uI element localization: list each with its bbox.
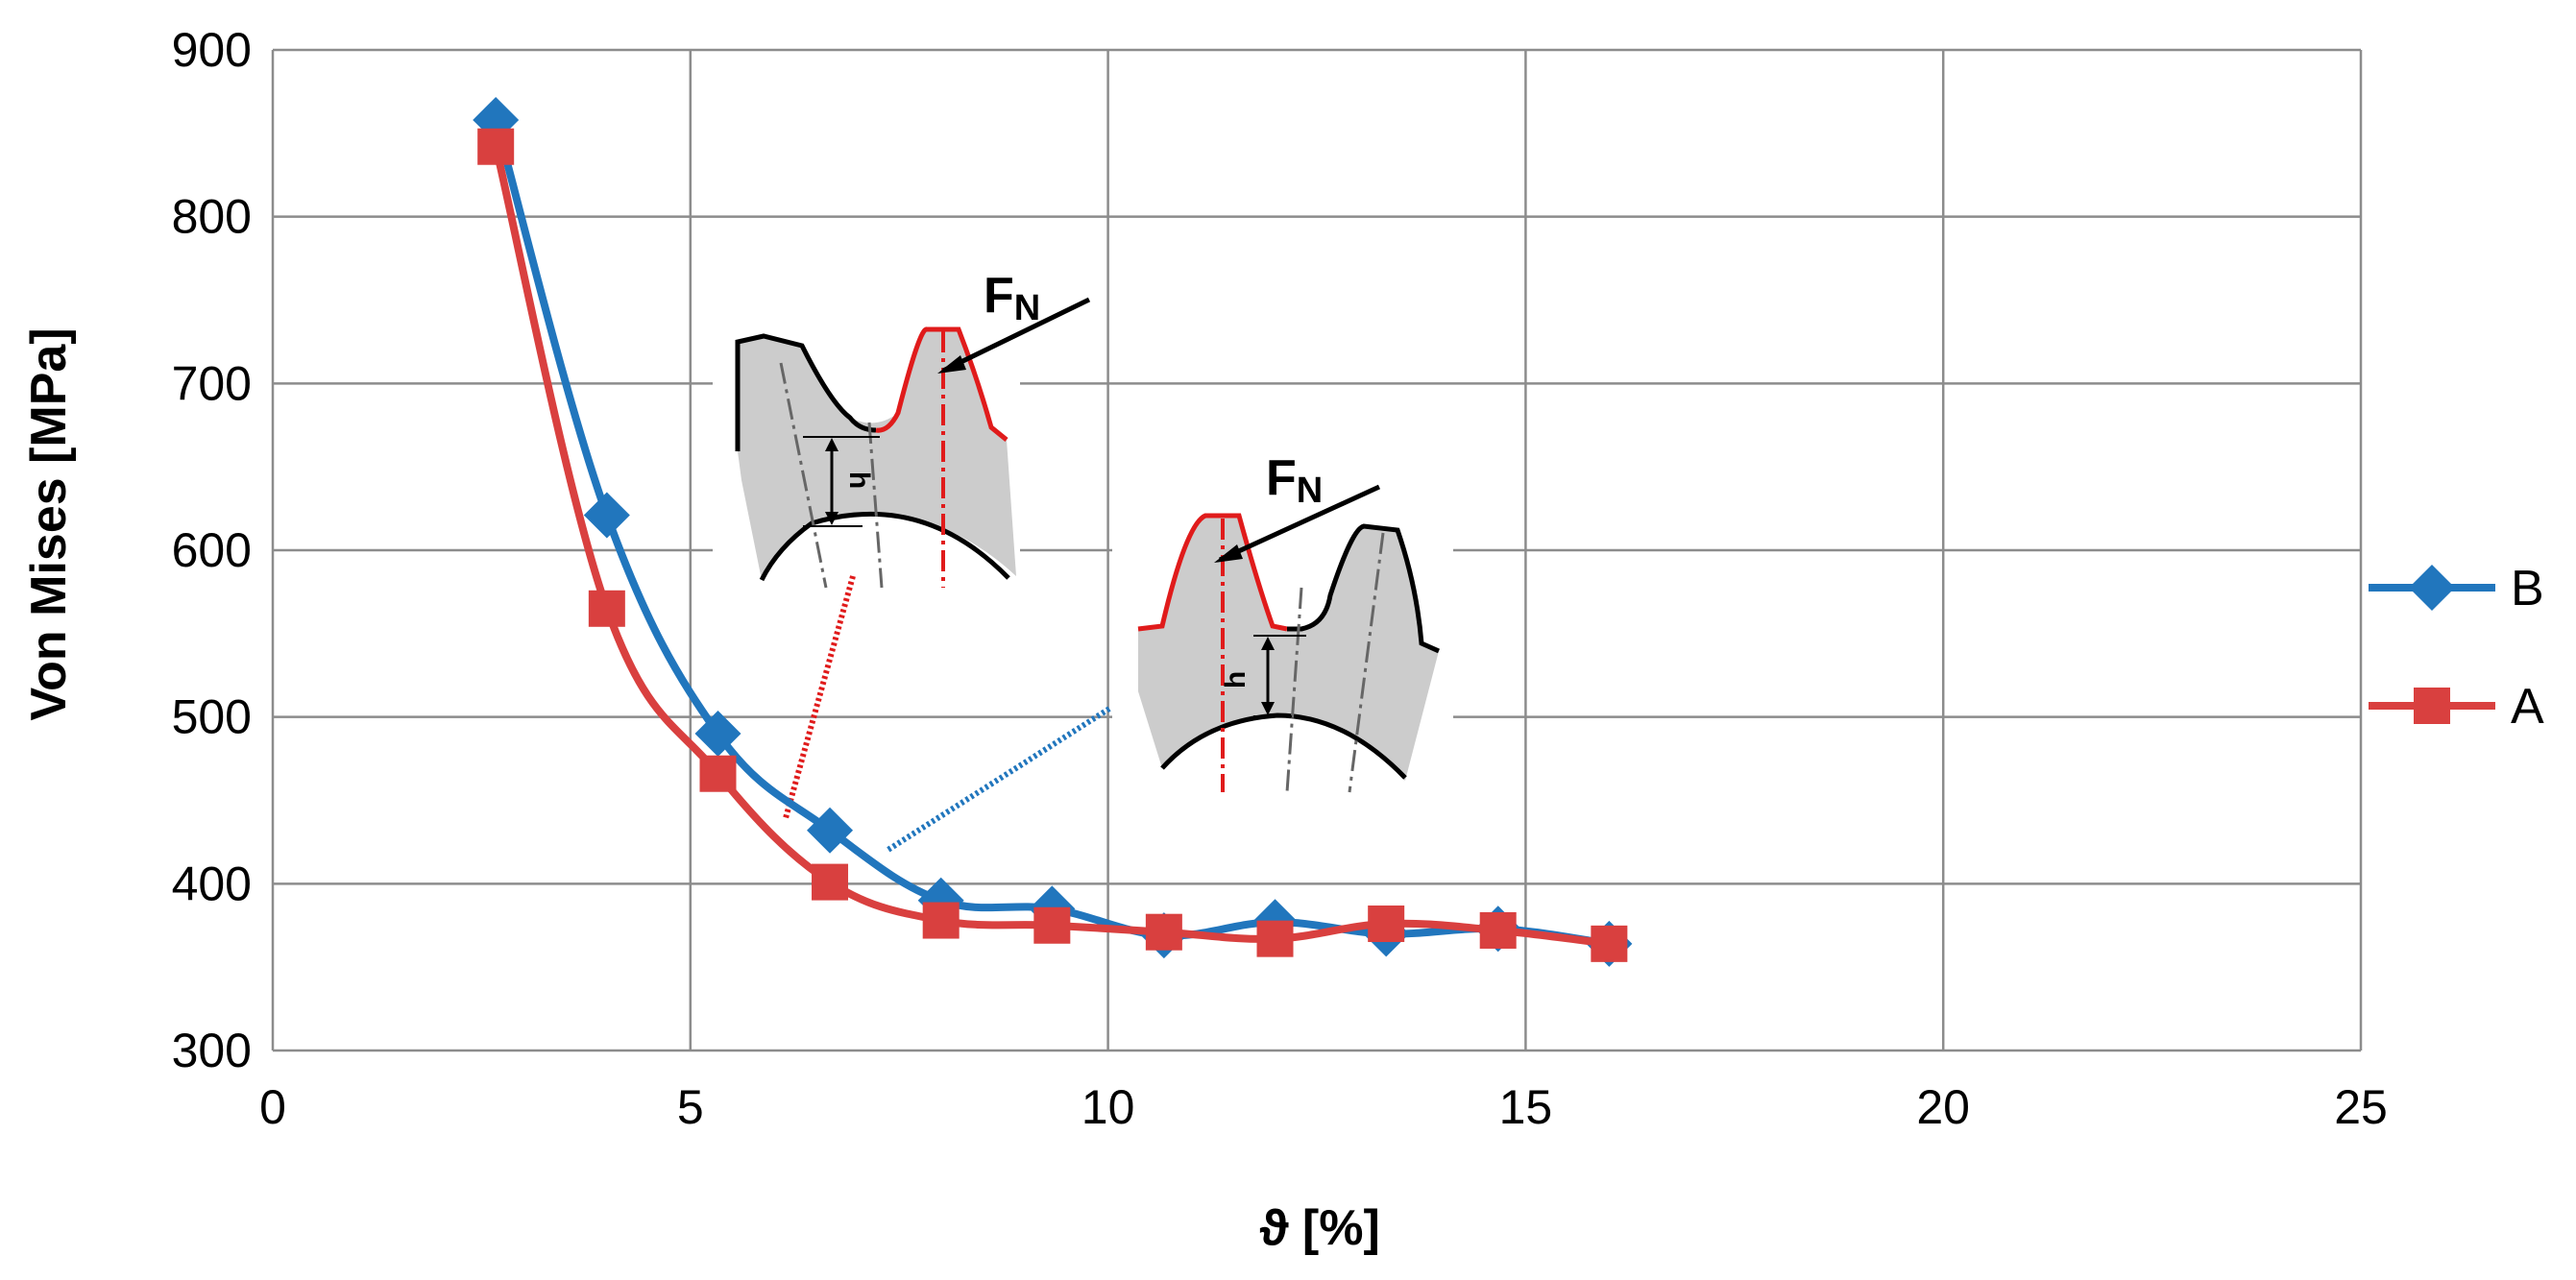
y-tick-label: 300: [172, 1024, 252, 1077]
y-tick-labels: 300 400 500 600 700 800 900: [172, 23, 252, 1077]
data-point-A: [922, 902, 960, 939]
y-tick-label: 900: [172, 23, 252, 77]
x-tick-label: 5: [677, 1080, 704, 1134]
legend: BA: [2369, 561, 2544, 735]
leader-line-blue: [885, 706, 1111, 854]
y-tick-label: 400: [172, 857, 252, 910]
y-axis-title: Von Mises [MPa]: [21, 327, 77, 720]
series-A: [477, 128, 1628, 962]
series-layer: [473, 96, 1633, 967]
data-point-A: [588, 590, 625, 627]
y-tick-label: 700: [172, 356, 252, 410]
x-tick-labels: 0 5 10 15 20 25: [259, 1080, 2388, 1134]
data-point-A: [1033, 906, 1071, 944]
x-tick-label: 20: [1916, 1080, 1970, 1134]
data-point-A: [699, 755, 737, 792]
leader-line-red: [783, 575, 856, 819]
y-tick-label: 600: [172, 523, 252, 577]
data-point-B: [583, 492, 630, 539]
inset-h-label-right: h: [1220, 671, 1252, 688]
legend-marker-A: [2414, 688, 2450, 724]
inset-force-label-right: FN: [1266, 450, 1323, 511]
legend-label-A: A: [2511, 679, 2544, 735]
legend-marker-B: [2409, 565, 2455, 611]
data-point-A: [1368, 906, 1405, 943]
data-point-A: [1145, 913, 1182, 951]
data-point-A: [812, 863, 849, 901]
series-B: [473, 96, 1633, 967]
legend-label-B: B: [2511, 561, 2544, 616]
x-tick-label: 25: [2334, 1080, 2388, 1134]
inset-h-label-left: h: [843, 471, 875, 489]
data-point-B: [694, 711, 741, 758]
x-tick-label: 15: [1499, 1080, 1553, 1134]
data-point-B: [807, 807, 854, 854]
data-point-A: [1591, 925, 1628, 962]
x-tick-label: 0: [259, 1080, 286, 1134]
grid-lines: [271, 48, 2363, 1052]
inset-force-label-left: FN: [984, 268, 1040, 328]
data-point-A: [1479, 911, 1517, 949]
gear-tooth-diagram-left: h FN: [713, 268, 1091, 595]
x-tick-label: 10: [1081, 1080, 1135, 1134]
y-tick-label: 800: [172, 190, 252, 244]
gear-tooth-diagram-right: h FN: [1112, 450, 1453, 793]
y-tick-label: 500: [172, 690, 252, 744]
data-point-A: [1256, 920, 1294, 957]
data-point-A: [477, 128, 515, 165]
x-axis-title: ϑ [%]: [1259, 1200, 1380, 1256]
